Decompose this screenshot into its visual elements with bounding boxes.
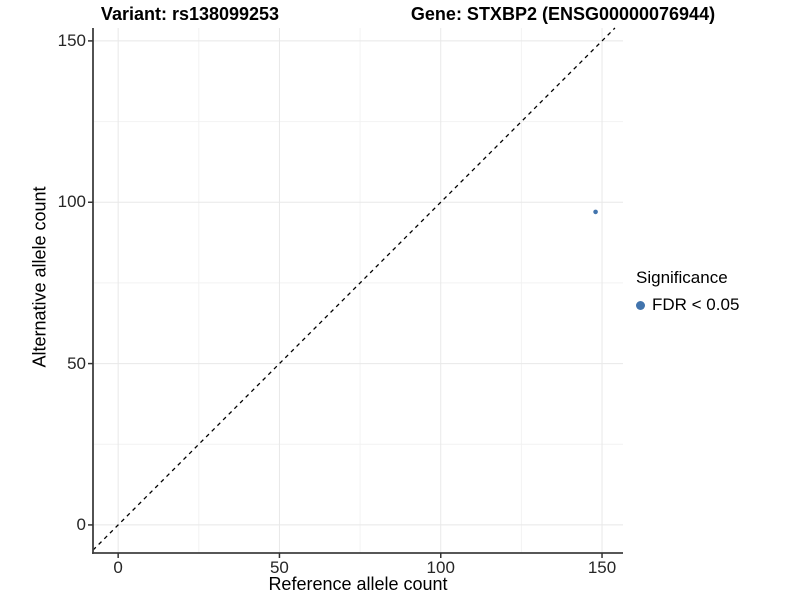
- legend-point-icon: [636, 300, 645, 310]
- legend-item-label: FDR < 0.05: [652, 295, 740, 314]
- legend-item: FDR < 0.05: [636, 295, 739, 315]
- legend-title: Significance: [636, 268, 728, 287]
- variant-title: Variant: rs138099253: [100, 4, 280, 24]
- gene-title: Gene: STXBP2 (ENSG00000076944): [410, 4, 716, 24]
- y-axis-title: Alternative allele count: [29, 186, 50, 368]
- legend: Significance FDR < 0.05: [636, 268, 739, 315]
- data-point: [593, 209, 598, 215]
- x-axis-title: Reference allele count: [268, 574, 448, 594]
- identity-line: [92, 27, 616, 551]
